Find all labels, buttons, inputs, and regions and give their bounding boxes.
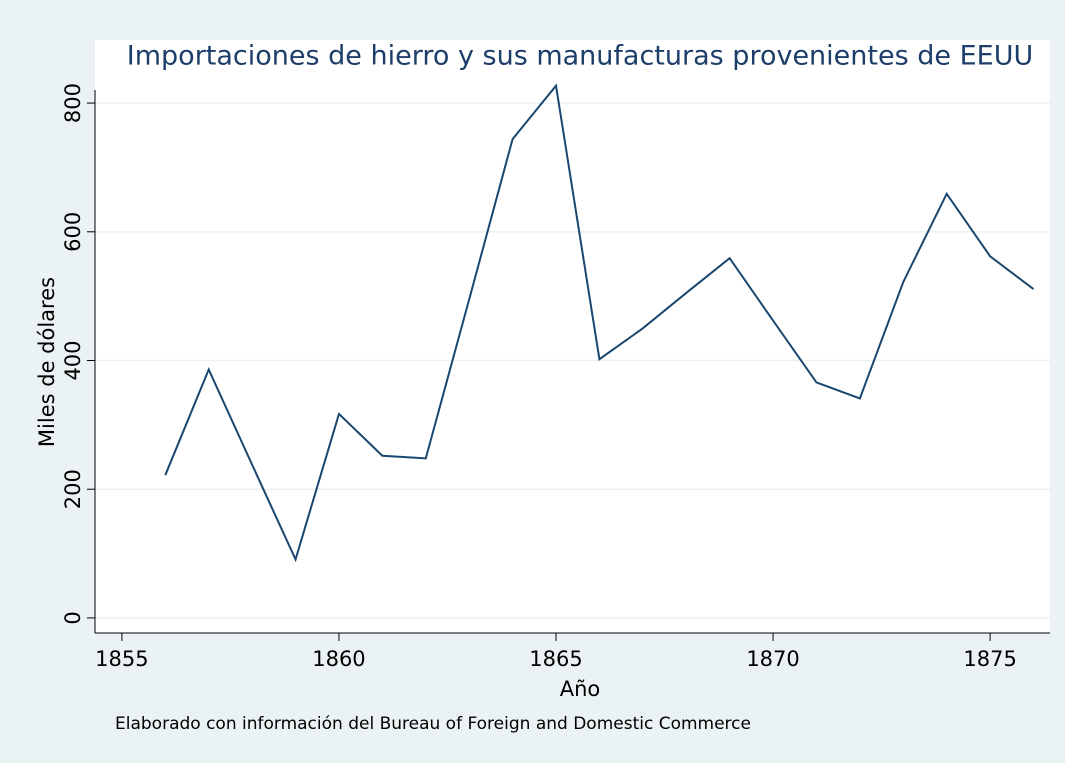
x-tick-label: 1870 [746,647,799,671]
x-tick-label: 1860 [312,647,365,671]
data-line [164,83,1035,563]
note: Elaborado con información del Bureau of … [115,714,751,734]
y-tick-label: 200 [61,469,85,509]
y-axis-label: Miles de dólares [35,277,59,447]
chart-title: Importaciones de hierro y sus manufactur… [127,41,1033,72]
y-tick-label: 800 [61,83,85,123]
x-tick-label: 1855 [95,647,148,671]
x-tick-label: 1875 [963,647,1016,671]
y-tick-label: 400 [61,340,85,380]
x-axis-label: Año [560,677,601,701]
y-tick-label: 0 [61,611,85,624]
y-tick-label: 600 [61,212,85,252]
x-tick-label: 1865 [529,647,582,671]
plot-area [95,40,1050,633]
